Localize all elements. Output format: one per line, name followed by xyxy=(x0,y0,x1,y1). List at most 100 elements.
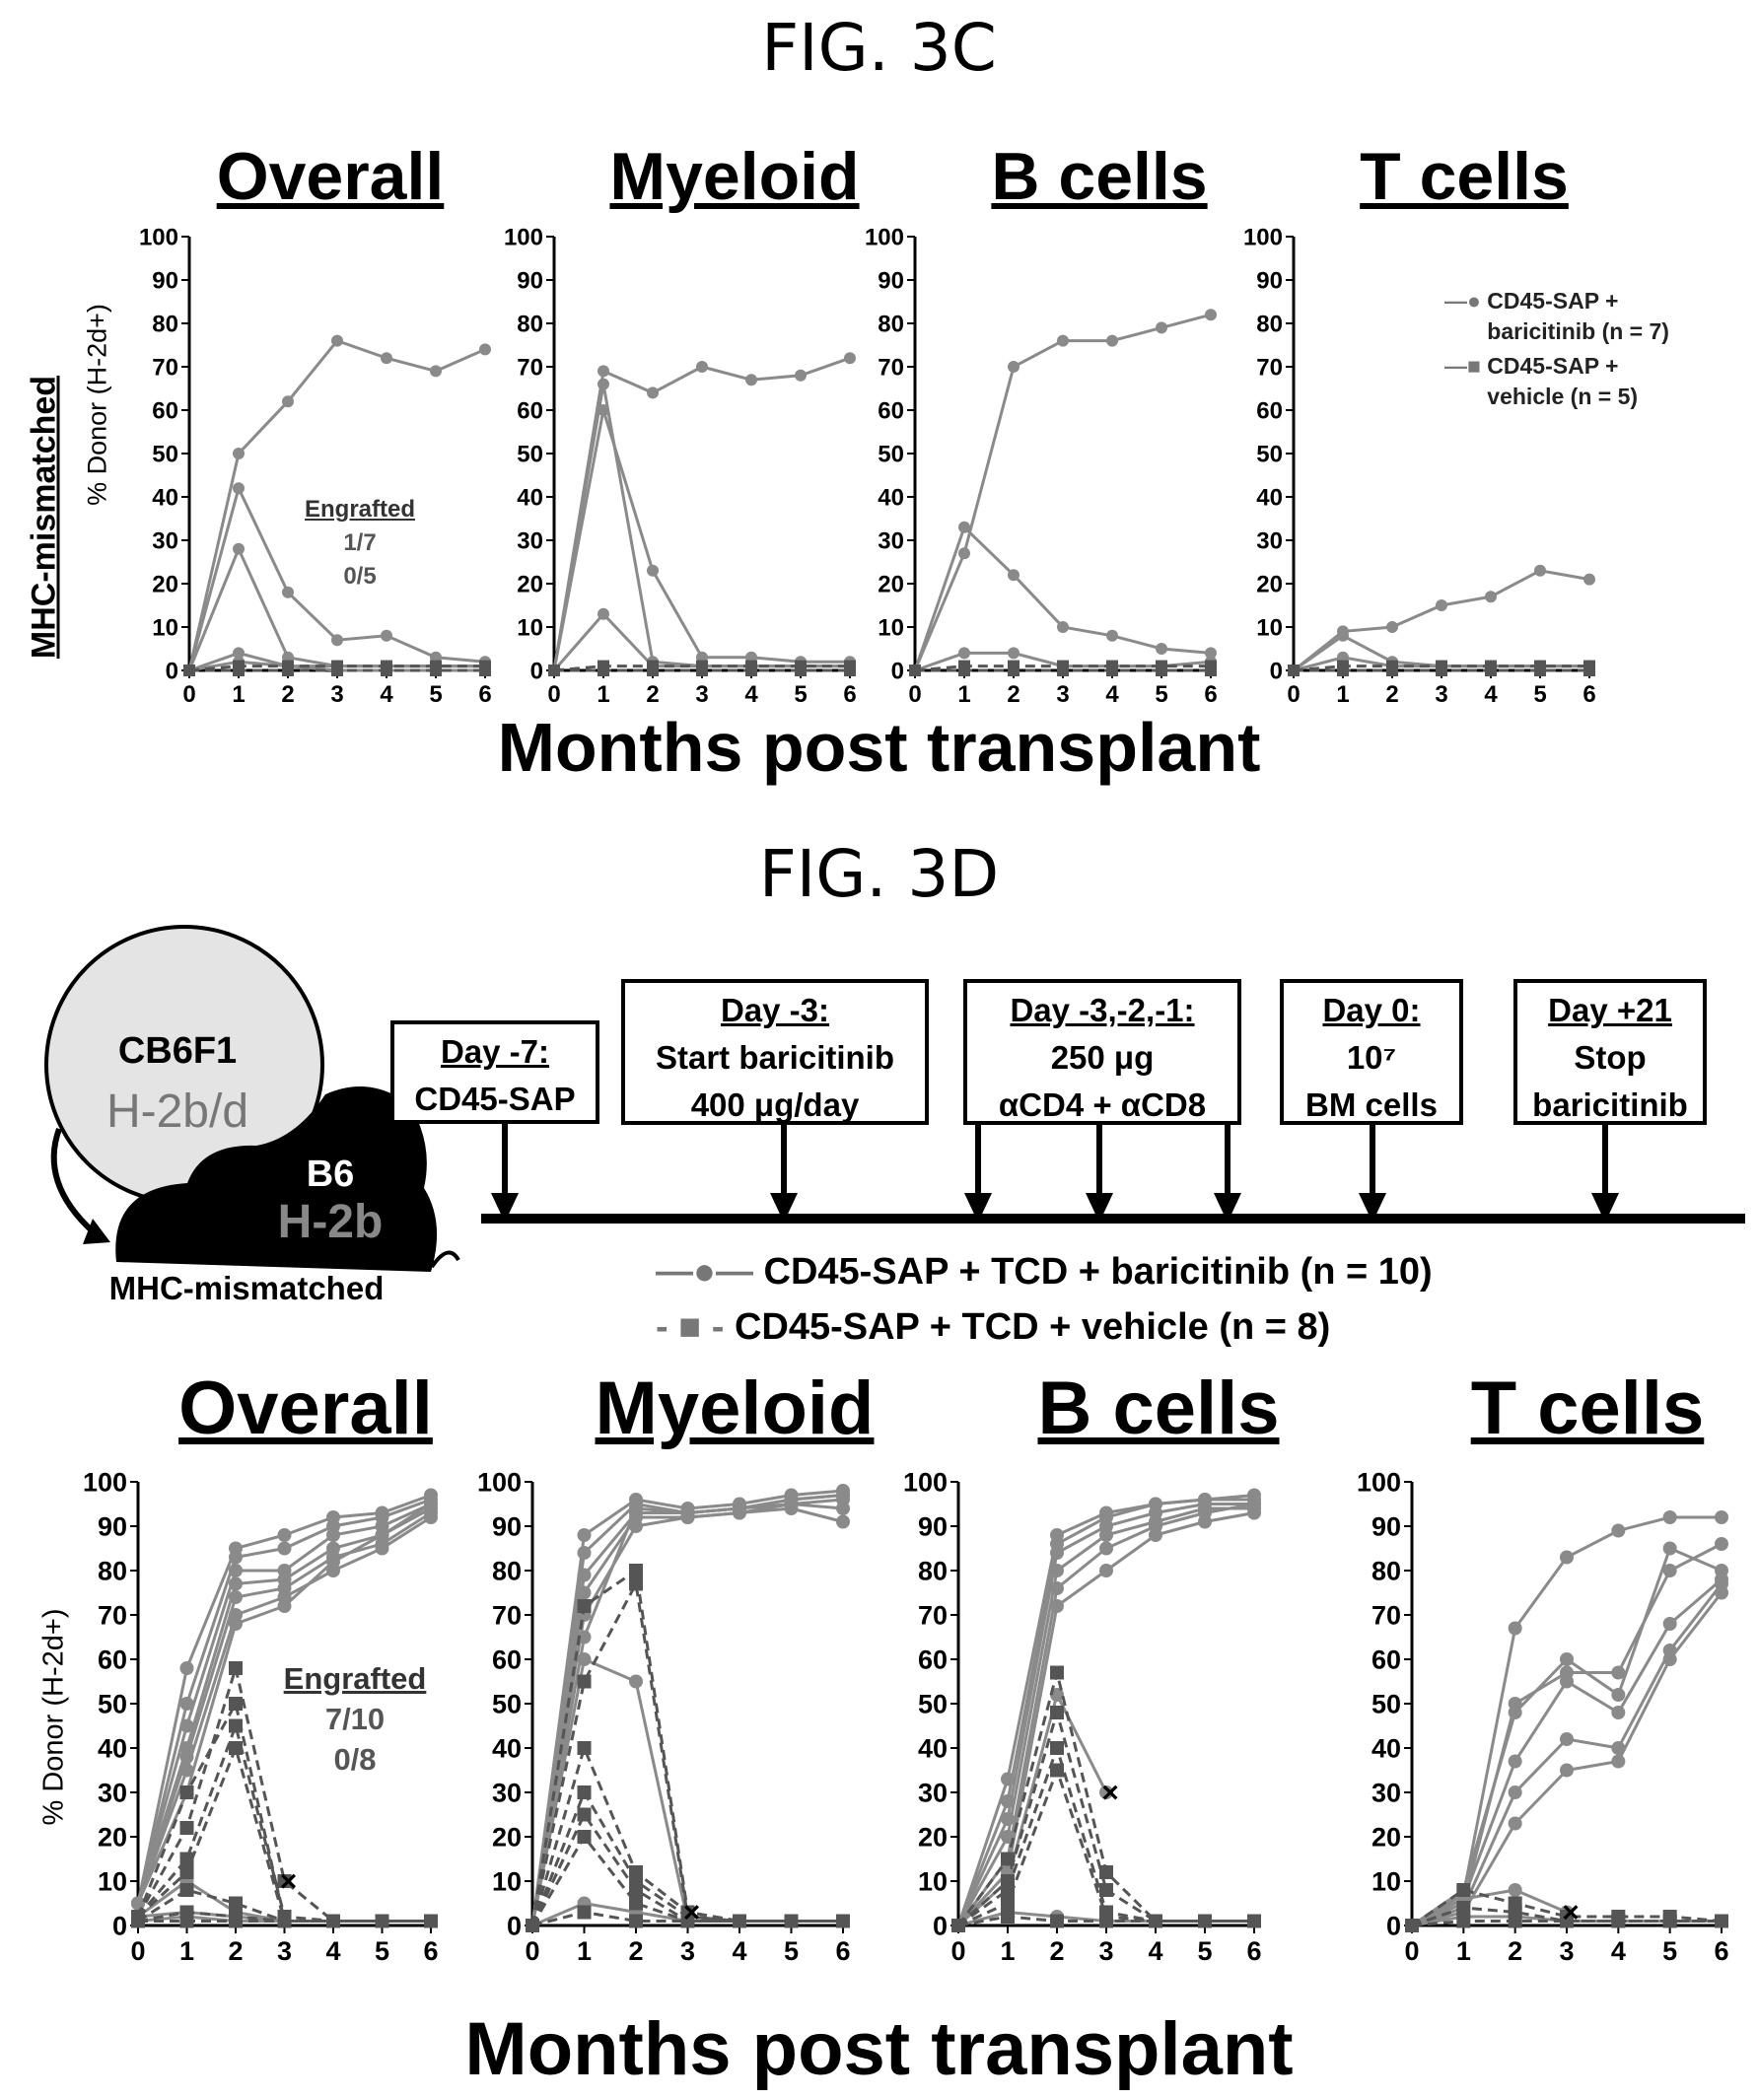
chart-4-series-5-point xyxy=(375,1541,389,1556)
chart-5-x-tick-label: 4 xyxy=(732,1936,746,1966)
chart-2-series-4-point xyxy=(1156,665,1167,676)
chart-1-series-0-point xyxy=(696,361,708,373)
chart-4-y-tick-label: 90 xyxy=(98,1512,127,1542)
chart-5-x-tick-label: 0 xyxy=(525,1936,539,1966)
chart-6-series-8-point xyxy=(1001,1852,1015,1866)
chart-1-y-tick-label: 50 xyxy=(517,442,543,468)
chart-5-death-marker: × xyxy=(683,1897,701,1929)
chart-5-series-3-point xyxy=(577,1585,592,1600)
chart-4-series-11-point xyxy=(179,1785,194,1799)
chart-3-series-4-point xyxy=(1337,665,1349,676)
chart-6-y-tick-label: 10 xyxy=(918,1867,948,1897)
chart-4-series-2-point xyxy=(229,1564,243,1577)
timeline-arrowhead-day-3 xyxy=(770,1193,798,1223)
chart-5-y-tick-label: 60 xyxy=(492,1645,522,1675)
chart-0-x-tick-label: 1 xyxy=(232,681,245,708)
chart-4-x-tick-label: 4 xyxy=(325,1936,340,1966)
chart-4-series-6-point xyxy=(326,1555,340,1569)
chart-1-series-5-point xyxy=(844,665,856,676)
chart-0-x-tick-label: 4 xyxy=(380,681,393,708)
chart-5-x-tick-label: 3 xyxy=(680,1936,695,1966)
chart-5-series-0-point xyxy=(577,1528,592,1542)
chart-4-y-tick-label: 0 xyxy=(112,1912,127,1941)
legend-3d-vehicle-label: CD45-SAP + TCD + vehicle (n = 8) xyxy=(734,1306,1331,1348)
chart-1-series-5-point xyxy=(548,665,560,676)
chart-0-x-tick-label: 5 xyxy=(429,681,442,708)
chart-7-series-1-point xyxy=(1715,1537,1728,1551)
chart-1-y-tick-label: 0 xyxy=(530,659,543,685)
chart-7-series-9-point xyxy=(1456,1901,1471,1915)
chart-2-series-1-point xyxy=(1008,569,1020,582)
chart-4-y-tick-label: 60 xyxy=(98,1645,127,1675)
chart-5-series-4-point xyxy=(836,1514,850,1529)
chart-5-y-tick-label: 70 xyxy=(492,1601,522,1631)
chart-3-y-tick-label: 10 xyxy=(1256,615,1283,642)
chart-4-x-tick-label: 5 xyxy=(375,1936,389,1966)
chart-6-series-12-point xyxy=(1247,1914,1261,1928)
legend-3c: —● CD45-SAP + baricitinib (n = 7) —■ CD4… xyxy=(1444,286,1689,412)
chart-4-series-13-point xyxy=(179,1865,194,1879)
chart-4-series-0-point xyxy=(277,1528,292,1542)
chart-5-x-tick-label: 5 xyxy=(784,1936,799,1966)
chart-6-series-11-point xyxy=(1001,1896,1015,1911)
chart-3-series-0-point xyxy=(1436,599,1447,611)
panel-title-3c-b-cells: B cells xyxy=(991,139,1208,214)
chart-2-series-4-point xyxy=(1057,665,1069,676)
chart-4-series-2-point xyxy=(326,1528,340,1542)
chart-5-series-8-point xyxy=(629,1564,643,1577)
chart-6-series-12-point xyxy=(1001,1910,1015,1924)
chart-7-series-3-line xyxy=(1411,1577,1723,1927)
chart-5-series-6-point xyxy=(629,1674,643,1689)
chart-2-x-tick-label: 3 xyxy=(1056,681,1069,708)
fig-3c-title: FIG. 3C xyxy=(761,10,997,86)
transfer-arrow-head xyxy=(83,1219,110,1244)
chart-4-series-16-point xyxy=(424,1914,438,1928)
chart-4-series-16-point xyxy=(277,1914,292,1928)
chart-5-series-12-point xyxy=(629,1883,643,1897)
chart-7-y-tick-label: 50 xyxy=(1371,1690,1401,1719)
chart-7-x-tick-label: 2 xyxy=(1508,1936,1522,1966)
schema-box-day0-head: Day 0: xyxy=(1322,992,1421,1028)
chart-7-series-5-point xyxy=(1715,1585,1728,1600)
chart-2-series-1-point xyxy=(1057,621,1069,633)
chart-2-series-2-point xyxy=(1008,647,1020,660)
chart-2-series-1-point xyxy=(958,521,970,533)
chart-7-series-5-point xyxy=(1560,1763,1574,1778)
chart-1-series-5-point xyxy=(598,665,609,676)
chart-5-y-tick-label: 30 xyxy=(492,1779,522,1808)
chart-1-y-tick-label: 40 xyxy=(517,485,543,512)
chart-2-y-tick-label: 80 xyxy=(878,312,904,338)
chart-3-series-4-point xyxy=(1288,665,1300,676)
panel-title-3d-b-cells: B cells xyxy=(1037,1366,1280,1450)
chart-6-x-tick-label: 5 xyxy=(1197,1936,1212,1966)
chart-5-series-1-point xyxy=(577,1546,592,1560)
chart-4-series-13-point xyxy=(229,1741,243,1755)
chart-5-series-13-point xyxy=(577,1830,592,1844)
chart-0-y-tick-label: 0 xyxy=(166,659,178,685)
chart-5-y-tick-label: 80 xyxy=(492,1557,522,1586)
schema-box-day-3-2-1-line1: 250 μg xyxy=(1050,1039,1155,1076)
chart-6-series-5-point xyxy=(1247,1505,1261,1520)
chart-4-series-1-point xyxy=(229,1550,243,1565)
schema-box-day21-line2: baricitinib xyxy=(1532,1086,1688,1123)
chart-2-series-1-point xyxy=(1106,629,1118,642)
schema-box-day21-line1: Stop xyxy=(1574,1039,1647,1076)
chart-5-series-8-point xyxy=(577,1599,592,1613)
chart-4-series-6-point xyxy=(375,1528,389,1542)
chart-4-death-marker: × xyxy=(280,1865,298,1898)
chart-7-series-1-point xyxy=(1611,1665,1626,1680)
x-axis-label-3d: Months post transplant xyxy=(464,2007,1294,2091)
chart-1-series-1-line xyxy=(552,409,850,671)
chart-5-series-14-point xyxy=(680,1914,695,1928)
chart-6-series-12-point xyxy=(1198,1914,1212,1928)
schema-box-day-3: Day -3: Start baricitinib 400 μg/day xyxy=(621,979,929,1125)
chart-3-series-4-point xyxy=(1534,665,1546,676)
engrafted-3d-title: Engrafted xyxy=(283,1661,427,1696)
chart-4-series-16-point xyxy=(179,1914,194,1928)
schema-box-day-3-2-1-line2: αCD4 + αCD8 xyxy=(998,1086,1207,1123)
chart-7-y-tick-label: 70 xyxy=(1371,1601,1401,1631)
schema-box-day-7-line1: CD45-SAP xyxy=(414,1081,576,1117)
chart-4-series-1-point xyxy=(179,1697,194,1711)
chart-2-y-tick-label: 0 xyxy=(891,659,904,685)
